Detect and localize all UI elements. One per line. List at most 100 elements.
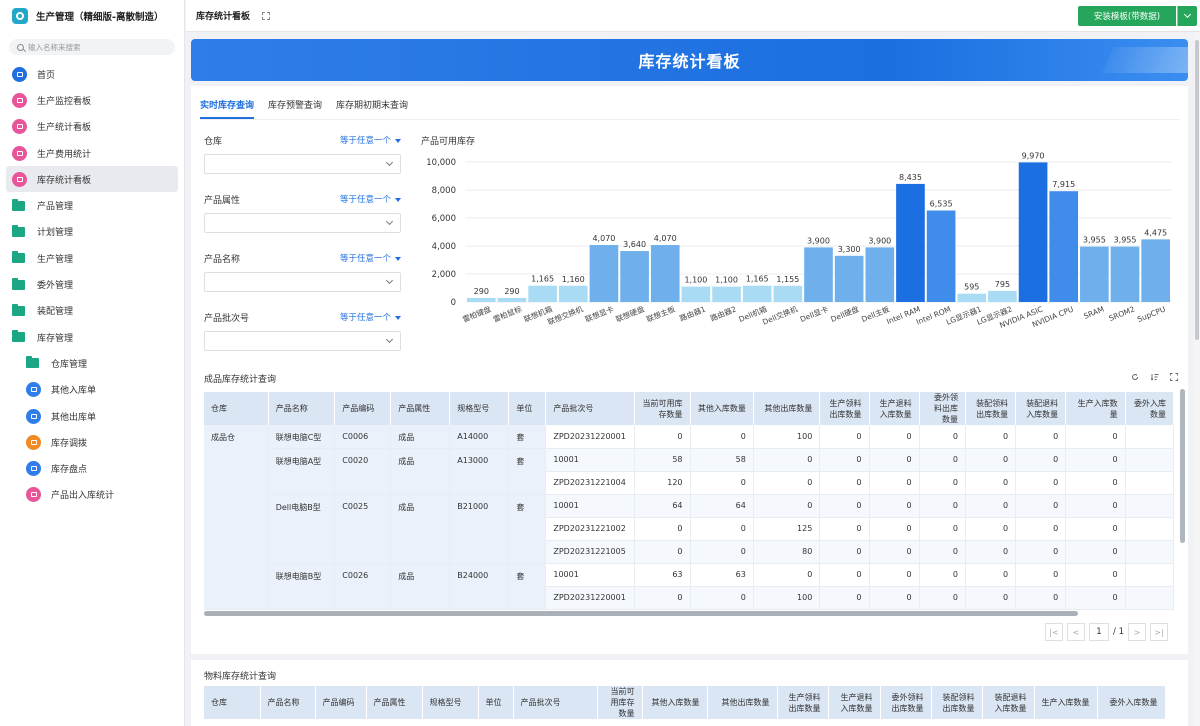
- sidebar-item[interactable]: 其他入库单: [0, 377, 184, 403]
- column-header[interactable]: 当前可用库存数量: [597, 686, 643, 719]
- last-page-button[interactable]: >|: [1149, 623, 1168, 641]
- filter-operator[interactable]: 等于任意一个: [340, 134, 401, 147]
- column-header[interactable]: 仓库: [204, 392, 269, 425]
- column-header[interactable]: 规格型号: [449, 392, 510, 425]
- tab-realtime-inventory[interactable]: 实时库存查询: [200, 98, 255, 119]
- column-header[interactable]: 产品编码: [334, 392, 392, 425]
- tab-period-inventory[interactable]: 库存期初期末查询: [336, 101, 409, 111]
- warehouse-select[interactable]: [204, 154, 401, 174]
- tab-inventory-warning[interactable]: 库存预警查询: [268, 101, 323, 111]
- column-header[interactable]: 装配领料出库数量: [965, 392, 1017, 425]
- table-row[interactable]: 联想电脑B型 C0026 成品 B24000 套 10001 63 63 0 0 0 0 0 0 0: [204, 563, 1174, 610]
- table-row[interactable]: ZPD20231221005 0 0 80 0 0 0 0 0 0: [204, 540, 1174, 564]
- sidebar-item[interactable]: 生产费用统计: [0, 140, 184, 166]
- sidebar-item-label: 计划管理: [37, 228, 74, 239]
- sidebar-item[interactable]: 产品出入库统计: [0, 482, 184, 508]
- column-header[interactable]: 生产退料入库数量: [828, 686, 881, 719]
- install-template-button[interactable]: 安装模板(带数据): [1078, 6, 1176, 26]
- product-attr-select[interactable]: [204, 213, 401, 233]
- sidebar-item-label: 库存调拨: [51, 438, 88, 449]
- column-header[interactable]: 其他入库数量: [690, 392, 754, 425]
- table-row[interactable]: ZPD20231221004 120 0 0 0 0 0 0 0 0: [204, 471, 1174, 495]
- cell-batch: ZPD20231220001: [545, 425, 636, 449]
- chevron-down-icon: [1183, 10, 1192, 19]
- tab-inventory-dashboard[interactable]: 库存统计看板: [196, 12, 251, 22]
- filter-operator[interactable]: 等于任意一个: [340, 311, 401, 324]
- sidebar-item-label: 装配管理: [37, 307, 74, 318]
- sidebar-item[interactable]: 装配管理: [0, 298, 184, 324]
- column-header[interactable]: 规格型号: [422, 686, 479, 719]
- bar: [1141, 239, 1170, 302]
- column-header[interactable]: 装配领料出库数量: [931, 686, 983, 719]
- product-name-select[interactable]: [204, 272, 401, 292]
- sidebar-item[interactable]: 计划管理: [0, 219, 184, 245]
- table-row[interactable]: ZPD20231220001 0 0 100 0 0 0 0 0 0: [204, 586, 1174, 610]
- column-header[interactable]: 单位: [478, 686, 514, 719]
- sidebar-item[interactable]: 生产管理: [0, 245, 184, 271]
- sidebar-item-label: 其他入库单: [51, 386, 97, 397]
- bar: [712, 286, 741, 302]
- sidebar-item[interactable]: 首页: [0, 61, 184, 87]
- column-header[interactable]: 其他入库数量: [642, 686, 708, 719]
- cell-value: [1125, 448, 1174, 472]
- column-header[interactable]: 其他出库数量: [707, 686, 778, 719]
- table-row[interactable]: ZPD20231221002 0 0 125 0 0 0 0 0 0: [204, 517, 1174, 541]
- prev-page-button[interactable]: <: [1067, 623, 1085, 641]
- sidebar-item[interactable]: 仓库管理: [0, 350, 184, 376]
- next-page-button[interactable]: >: [1127, 623, 1146, 641]
- column-header[interactable]: 其他出库数量: [753, 392, 821, 425]
- column-header[interactable]: 委外领料出库数量: [919, 392, 966, 425]
- fullscreen-icon[interactable]: [262, 11, 271, 20]
- column-header[interactable]: 产品批次号: [513, 686, 598, 719]
- batch-select[interactable]: [204, 331, 401, 351]
- column-header[interactable]: 当前可用库存数量: [634, 392, 691, 425]
- sidebar-item[interactable]: 委外管理: [0, 271, 184, 297]
- column-header[interactable]: 生产领料出库数量: [819, 392, 870, 425]
- column-header[interactable]: 产品编码: [315, 686, 367, 719]
- column-header[interactable]: 产品名称: [268, 392, 336, 425]
- column-header[interactable]: 产品属性: [390, 392, 451, 425]
- page-scrollbar[interactable]: [1194, 32, 1200, 726]
- column-header[interactable]: 生产入库数量: [1065, 392, 1126, 425]
- form-icon: [26, 408, 41, 424]
- column-header[interactable]: 装配退料入库数量: [1015, 392, 1067, 425]
- sidebar-item[interactable]: 生产统计看板: [0, 114, 184, 140]
- column-header[interactable]: 产品名称: [260, 686, 316, 719]
- table-row[interactable]: 联想电脑A型 C0020 成品 A13000 套 10001 58 58 0 0 0 0 0 0 0: [204, 448, 1174, 495]
- sidebar-item[interactable]: 库存统计看板: [6, 166, 178, 193]
- column-header[interactable]: 装配退料入库数量: [982, 686, 1035, 719]
- column-header[interactable]: 生产入库数量: [1034, 686, 1098, 719]
- sidebar-item[interactable]: 库存调拨: [0, 429, 184, 455]
- filter-operator[interactable]: 等于任意一个: [340, 252, 401, 265]
- search-input[interactable]: 输入名称来搜索: [9, 39, 175, 55]
- page-number-input[interactable]: 1: [1089, 623, 1109, 641]
- first-page-button[interactable]: |<: [1045, 623, 1063, 641]
- data-label: 7,915: [1052, 180, 1075, 189]
- sidebar-item[interactable]: 库存盘点: [0, 455, 184, 481]
- sidebar-item[interactable]: 库存管理: [0, 324, 184, 350]
- column-header[interactable]: 产品批次号: [545, 392, 636, 425]
- column-header[interactable]: 委外入库数量: [1125, 392, 1174, 425]
- filter-operator[interactable]: 等于任意一个: [340, 193, 401, 206]
- column-header[interactable]: 单位: [508, 392, 547, 425]
- refresh-icon[interactable]: [1131, 373, 1139, 381]
- cell-value: 63: [690, 563, 754, 587]
- install-dropdown-button[interactable]: [1177, 6, 1197, 26]
- fullscreen-icon[interactable]: [1170, 373, 1178, 381]
- table-row[interactable]: Dell电脑B型 C0025 成品 B21000 套 10001 64 64 0 0 0 0 0 0 0: [204, 494, 1174, 564]
- column-header[interactable]: 委外入库数量: [1097, 686, 1166, 719]
- cell-unit: 套: [508, 448, 547, 495]
- column-header[interactable]: 生产退料入库数量: [869, 392, 920, 425]
- table-horizontal-scrollbar[interactable]: [204, 611, 1078, 616]
- column-header[interactable]: 仓库: [204, 686, 261, 719]
- sidebar-item[interactable]: 生产监控看板: [0, 87, 184, 113]
- column-header[interactable]: 产品属性: [366, 686, 423, 719]
- table-vertical-scrollbar[interactable]: [1180, 389, 1185, 543]
- sidebar-item[interactable]: 其他出库单: [0, 403, 184, 429]
- sidebar-item[interactable]: 产品管理: [0, 192, 184, 218]
- column-header[interactable]: 生产领料出库数量: [777, 686, 829, 719]
- column-header[interactable]: 委外领料出库数量: [880, 686, 932, 719]
- table-row[interactable]: 成品仓 联想电脑C型 C0006 成品 A14000 套 ZPD20231220001 0 0 1…: [204, 425, 1174, 610]
- filter-batch: 产品批次号 等于任意一个: [204, 311, 401, 351]
- sort-icon[interactable]: [1151, 373, 1159, 381]
